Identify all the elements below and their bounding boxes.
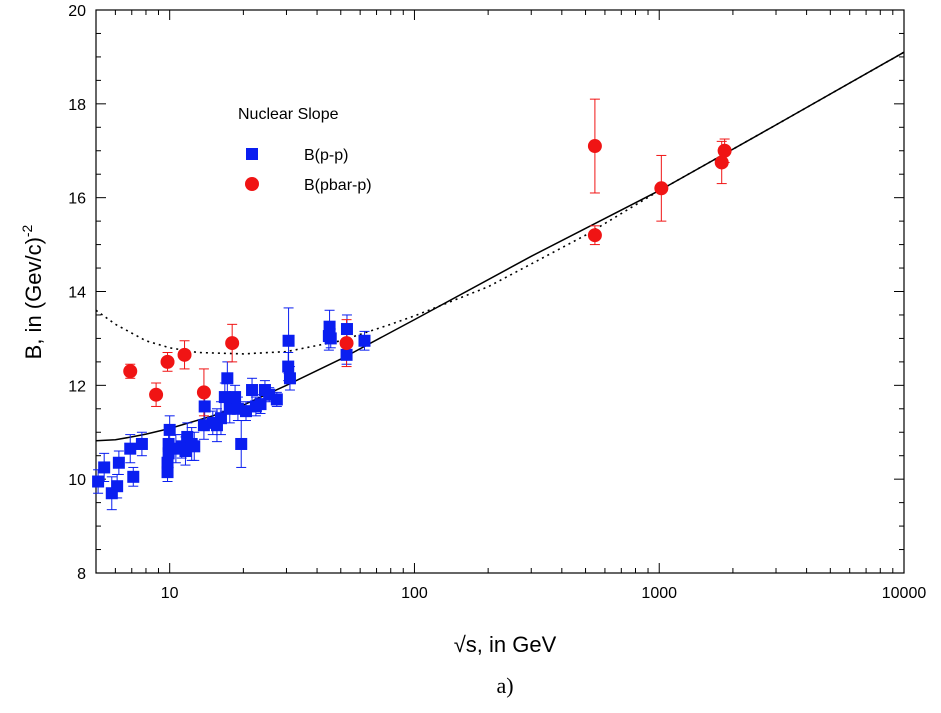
data-point-pbarp xyxy=(123,364,138,379)
data-point-pbarp xyxy=(160,354,175,369)
fit-curves xyxy=(95,51,905,442)
data-point-pbarp xyxy=(225,336,240,351)
data-point-pp xyxy=(135,437,148,450)
data-point-pp xyxy=(188,440,201,453)
data-point-pp xyxy=(92,475,105,488)
data-point-pbarp xyxy=(339,336,354,351)
legend-label-pbarp: B(pbar-p) xyxy=(304,177,372,194)
legend-title: Nuclear Slope xyxy=(238,106,339,123)
x-tick-label: 1000 xyxy=(641,585,677,602)
y-tick-label: 16 xyxy=(68,191,86,208)
data-point-pp xyxy=(112,456,125,469)
y-tick-label: 14 xyxy=(68,285,86,302)
data-point-pp xyxy=(270,393,283,406)
data-point-pp xyxy=(229,391,242,404)
y-tick-label: 10 xyxy=(68,472,86,489)
data-point-pbarp xyxy=(714,155,729,170)
data-point-pbarp xyxy=(717,143,732,158)
data-point-pp xyxy=(254,398,267,411)
y-tick-label: 18 xyxy=(68,97,86,114)
data-point-pbarp xyxy=(587,139,602,154)
x-axis-title: √s, in GeV xyxy=(454,632,557,657)
data-point-pp xyxy=(161,466,174,479)
data-point-pp xyxy=(198,400,211,413)
x-tick-label: 10000 xyxy=(882,585,927,602)
data-point-pp xyxy=(127,470,140,483)
y-axis-title: B, in (Gev/c)-2 xyxy=(19,224,46,359)
axis-ticks xyxy=(95,9,905,574)
data-point-pp xyxy=(358,334,371,347)
data-point-pp xyxy=(111,480,124,493)
data-point-pbarp xyxy=(149,387,164,402)
plot-frame xyxy=(95,9,905,574)
data-point-pp xyxy=(239,405,252,418)
data-point-pp xyxy=(323,320,336,333)
data-point-pp xyxy=(161,456,174,469)
data-point-pp xyxy=(283,372,296,385)
x-tick-label: 100 xyxy=(401,585,428,602)
legend-label-pp: B(p-p) xyxy=(304,147,348,164)
data-point-pp xyxy=(235,437,248,450)
fit-curve-dotted xyxy=(95,51,905,355)
data-markers xyxy=(92,139,732,500)
legend: Nuclear Slope B(p-p) B(pbar-p) xyxy=(238,106,372,194)
data-point-pp xyxy=(214,412,227,425)
data-point-pp xyxy=(340,348,353,361)
data-point-pbarp xyxy=(177,347,192,362)
data-point-pp xyxy=(282,334,295,347)
data-point-pbarp xyxy=(196,385,211,400)
data-point-pp xyxy=(124,442,137,455)
fit-curve-solid xyxy=(95,51,905,442)
y-tick-label: 12 xyxy=(68,378,86,395)
figure-caption: a) xyxy=(496,673,513,698)
legend-marker-pp xyxy=(246,148,258,160)
y-tick-label: 8 xyxy=(77,566,86,583)
data-point-pp xyxy=(340,323,353,336)
data-point-pbarp xyxy=(587,228,602,243)
data-point-pbarp xyxy=(654,181,669,196)
data-point-pp xyxy=(221,372,234,385)
data-point-pp xyxy=(324,332,337,345)
data-point-pp xyxy=(98,461,111,474)
data-point-pp xyxy=(218,391,231,404)
data-point-pp xyxy=(282,360,295,373)
legend-marker-pbarp xyxy=(245,177,259,191)
data-point-pp xyxy=(246,384,259,397)
y-tick-label: 20 xyxy=(68,3,86,20)
data-point-pp xyxy=(163,423,176,436)
axis-tick-labels: 10 100 1000 10000 8 10 12 14 16 18 20 xyxy=(68,3,926,602)
x-tick-label: 10 xyxy=(161,585,179,602)
